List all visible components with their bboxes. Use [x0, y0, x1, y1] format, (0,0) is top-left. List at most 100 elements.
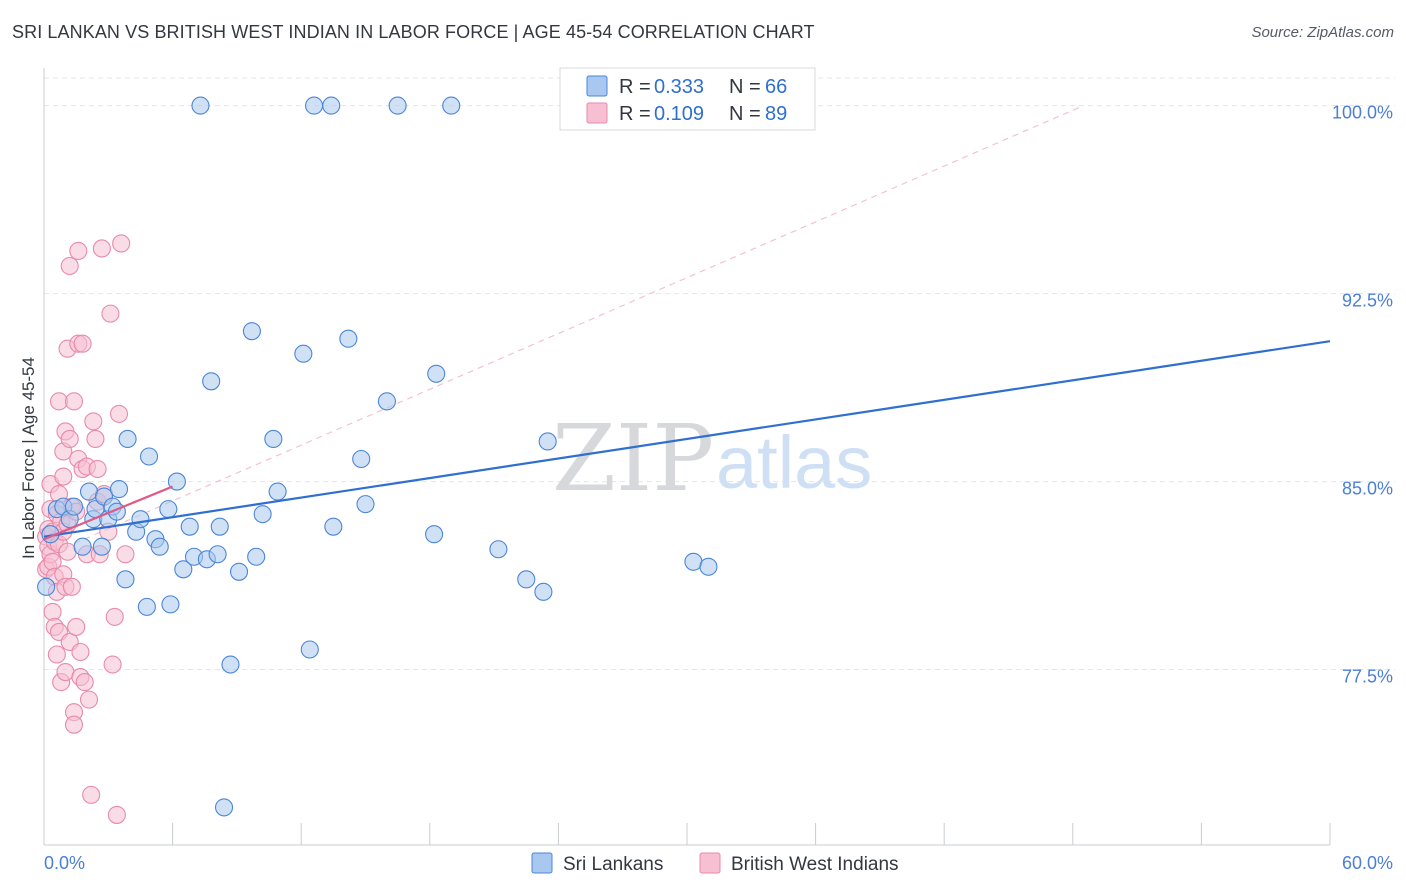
point-sri-lankans — [64, 497, 84, 516]
point-sri-lankans — [214, 798, 234, 817]
point-sri-lankans — [139, 447, 159, 466]
point-british-west-indians — [75, 673, 94, 692]
point-british-west-indians — [79, 690, 99, 709]
point-sri-lankans — [684, 552, 703, 571]
point-sri-lankans — [131, 510, 150, 529]
point-british-west-indians — [64, 715, 84, 734]
legend-swatch-british-west-indians — [586, 102, 608, 124]
axis-layer: 77.5% 85.0% 92.5% 100.0% — [43, 68, 1393, 846]
point-sri-lankans — [92, 537, 111, 556]
point-sri-lankans — [208, 545, 227, 564]
point-sri-lankans — [73, 537, 92, 556]
point-british-west-indians — [67, 617, 86, 636]
point-british-west-indians — [58, 542, 77, 561]
point-sri-lankans — [534, 582, 553, 601]
point-sri-lankans — [191, 96, 210, 115]
point-sri-lankans — [377, 392, 396, 411]
point-sri-lankans — [247, 547, 266, 566]
point-sri-lankans — [294, 344, 313, 363]
watermark-zip: ZIP — [552, 405, 714, 512]
point-sri-lankans — [118, 429, 137, 449]
point-sri-lankans — [442, 96, 461, 115]
point-british-west-indians — [56, 663, 75, 682]
point-sri-lankans — [221, 655, 240, 674]
point-sri-lankans — [339, 329, 358, 348]
point-sri-lankans — [174, 560, 193, 579]
point-sri-lankans — [159, 500, 178, 519]
reference-line-layer — [43, 105, 1084, 558]
point-british-west-indians — [101, 304, 120, 323]
point-sri-lankans — [180, 517, 199, 536]
point-british-west-indians — [86, 429, 105, 449]
point-sri-lankans — [268, 482, 287, 501]
point-british-west-indians — [105, 607, 124, 626]
point-british-west-indians — [47, 645, 66, 664]
point-sri-lankans — [202, 372, 221, 391]
point-sri-lankans — [427, 364, 446, 383]
point-british-west-indians — [43, 602, 62, 621]
legend-r-label-sri-lankans: R = — [619, 76, 651, 98]
point-british-west-indians — [64, 392, 84, 411]
chart-title: SRI LANKAN VS BRITISH WEST INDIAN IN LAB… — [12, 22, 815, 42]
point-sri-lankans — [425, 525, 444, 544]
point-sri-lankans — [210, 517, 229, 536]
point-british-west-indians — [49, 392, 69, 411]
point-british-west-indians — [82, 785, 101, 804]
point-sri-lankans — [264, 429, 283, 449]
point-sri-lankans — [699, 557, 718, 576]
trend-layer — [43, 340, 1331, 541]
point-sri-lankans — [150, 537, 169, 556]
legend-n-value-british-west-indians: 89 — [765, 103, 787, 125]
point-sri-lankans — [167, 472, 186, 491]
x-tick-label-min: 0.0% — [44, 853, 85, 873]
y-tick-label: 100.0% — [1332, 103, 1393, 123]
point-sri-lankans — [322, 96, 341, 115]
point-sri-lankans — [324, 517, 343, 536]
point-british-west-indians — [62, 577, 81, 596]
grid-layer — [44, 77, 1395, 671]
point-british-west-indians — [71, 642, 90, 662]
point-british-west-indians — [69, 241, 88, 261]
point-sri-lankans — [517, 570, 536, 589]
point-sri-lankans — [109, 480, 129, 499]
point-sri-lankans — [300, 640, 319, 659]
point-sri-lankans — [305, 96, 324, 115]
point-sri-lankans — [352, 449, 371, 469]
point-sri-lankans — [229, 562, 249, 581]
point-british-west-indians — [109, 404, 129, 423]
y-tick-label: 85.0% — [1342, 479, 1393, 499]
point-british-west-indians — [60, 429, 79, 449]
point-sri-lankans — [489, 540, 508, 559]
watermark: ZIP atlas — [552, 405, 872, 512]
legend-n-label-british-west-indians: N = — [729, 103, 761, 125]
point-sri-lankans — [242, 322, 261, 341]
point-british-west-indians — [54, 467, 73, 486]
legend-r-value-sri-lankans: 0.333 — [654, 76, 704, 98]
reference-line — [43, 105, 1084, 558]
legend-r-value-british-west-indians: 0.109 — [654, 103, 704, 125]
trend-line-british-west-indians — [43, 485, 174, 541]
bottom-legend-label-british-west-indians: British West Indians — [731, 854, 899, 875]
legend-n-value-sri-lankans: 66 — [765, 76, 787, 98]
legend: R = 0.333 N = 66 R = 0.109 N = 89 — [559, 67, 816, 131]
point-british-west-indians — [84, 412, 103, 431]
trend-line-sri-lankans — [43, 340, 1331, 538]
point-british-west-indians — [107, 805, 126, 824]
point-sri-lankans — [161, 595, 180, 614]
y-tick-label: 77.5% — [1342, 667, 1393, 687]
legend-swatch-sri-lankans — [586, 75, 608, 97]
point-british-west-indians — [112, 234, 131, 253]
legend-r-label-british-west-indians: R = — [619, 103, 651, 125]
bottom-legend-label-sri-lankans: Sri Lankans — [563, 854, 663, 875]
watermark-atlas: atlas — [716, 421, 872, 504]
point-sri-lankans — [116, 570, 135, 589]
bottom-legend-swatch-british-west-indians — [699, 852, 721, 874]
point-british-west-indians — [60, 256, 79, 276]
point-sri-lankans — [37, 577, 56, 596]
point-sri-lankans — [538, 432, 557, 451]
bottom-legend: Sri Lankans British West Indians — [531, 852, 899, 875]
point-sri-lankans — [388, 96, 407, 115]
source-label: Source: ZipAtlas.com — [1251, 24, 1394, 41]
point-british-west-indians — [92, 239, 111, 258]
